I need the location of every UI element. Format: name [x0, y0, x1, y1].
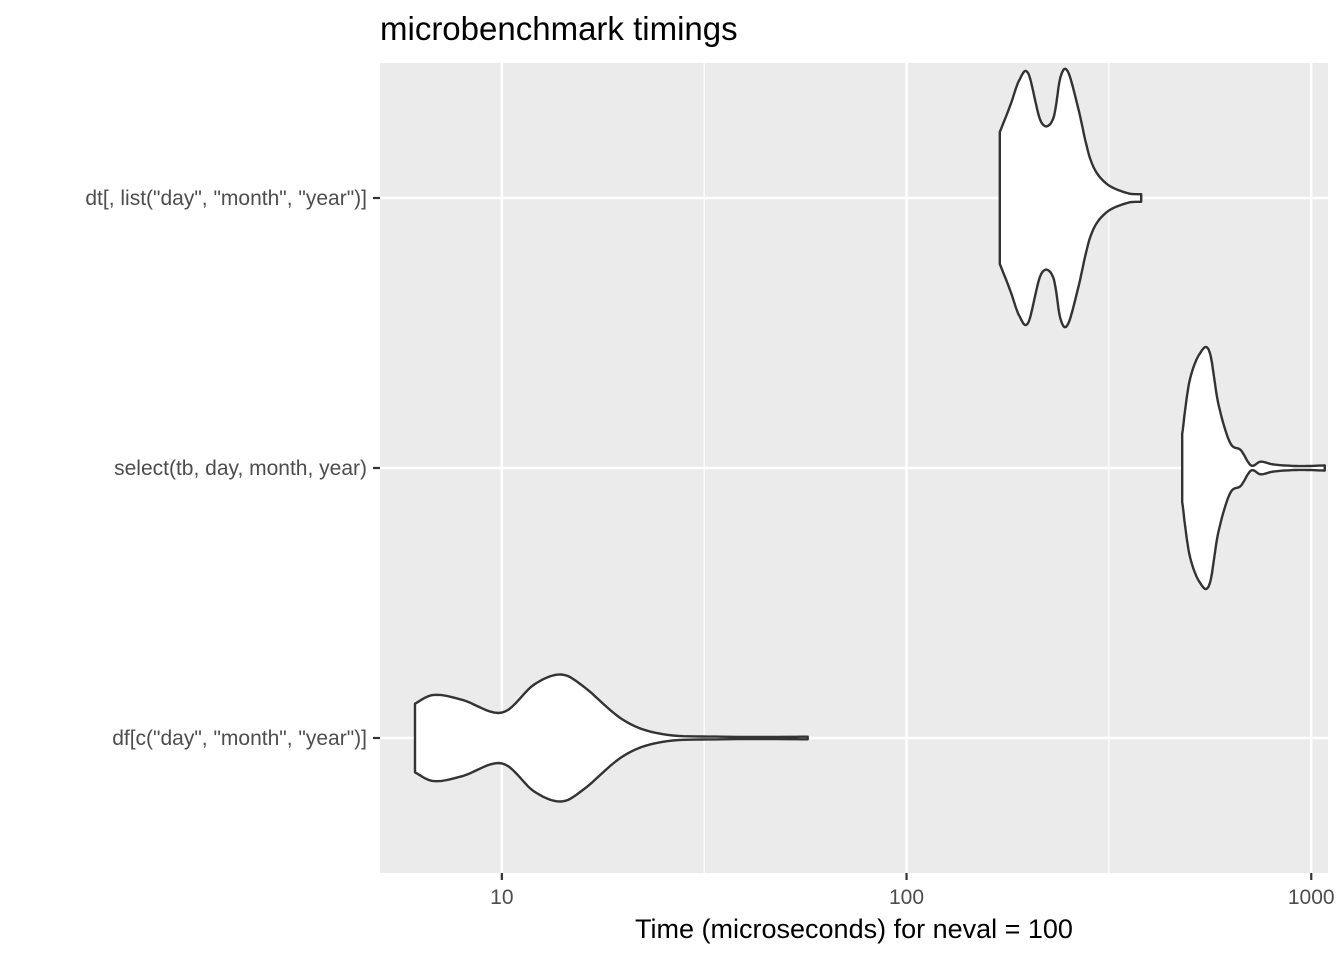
- x-tick-label-10: 10: [490, 886, 513, 909]
- violin-1: [1181, 345, 1326, 591]
- y-tick-label-2: df[c("day", "month", "year")]: [112, 727, 367, 750]
- y-tick-label-0: dt[, list("day", "month", "year")]: [85, 187, 367, 210]
- chart-title: microbenchmark timings: [380, 10, 738, 47]
- violins: [413, 67, 1326, 803]
- y-tick-label-1: select(tb, day, month, year): [114, 457, 367, 480]
- x-tick-label-1000: 1000: [1288, 886, 1335, 909]
- x-axis: 10 100 1000: [490, 873, 1335, 909]
- violin-0: [998, 67, 1143, 329]
- x-axis-label: Time (microseconds) for neval = 100: [635, 914, 1073, 944]
- x-tick-label-100: 100: [889, 886, 924, 909]
- violin-2: [413, 673, 809, 803]
- y-axis: dt[, list("day", "month", "year")] select…: [85, 187, 380, 750]
